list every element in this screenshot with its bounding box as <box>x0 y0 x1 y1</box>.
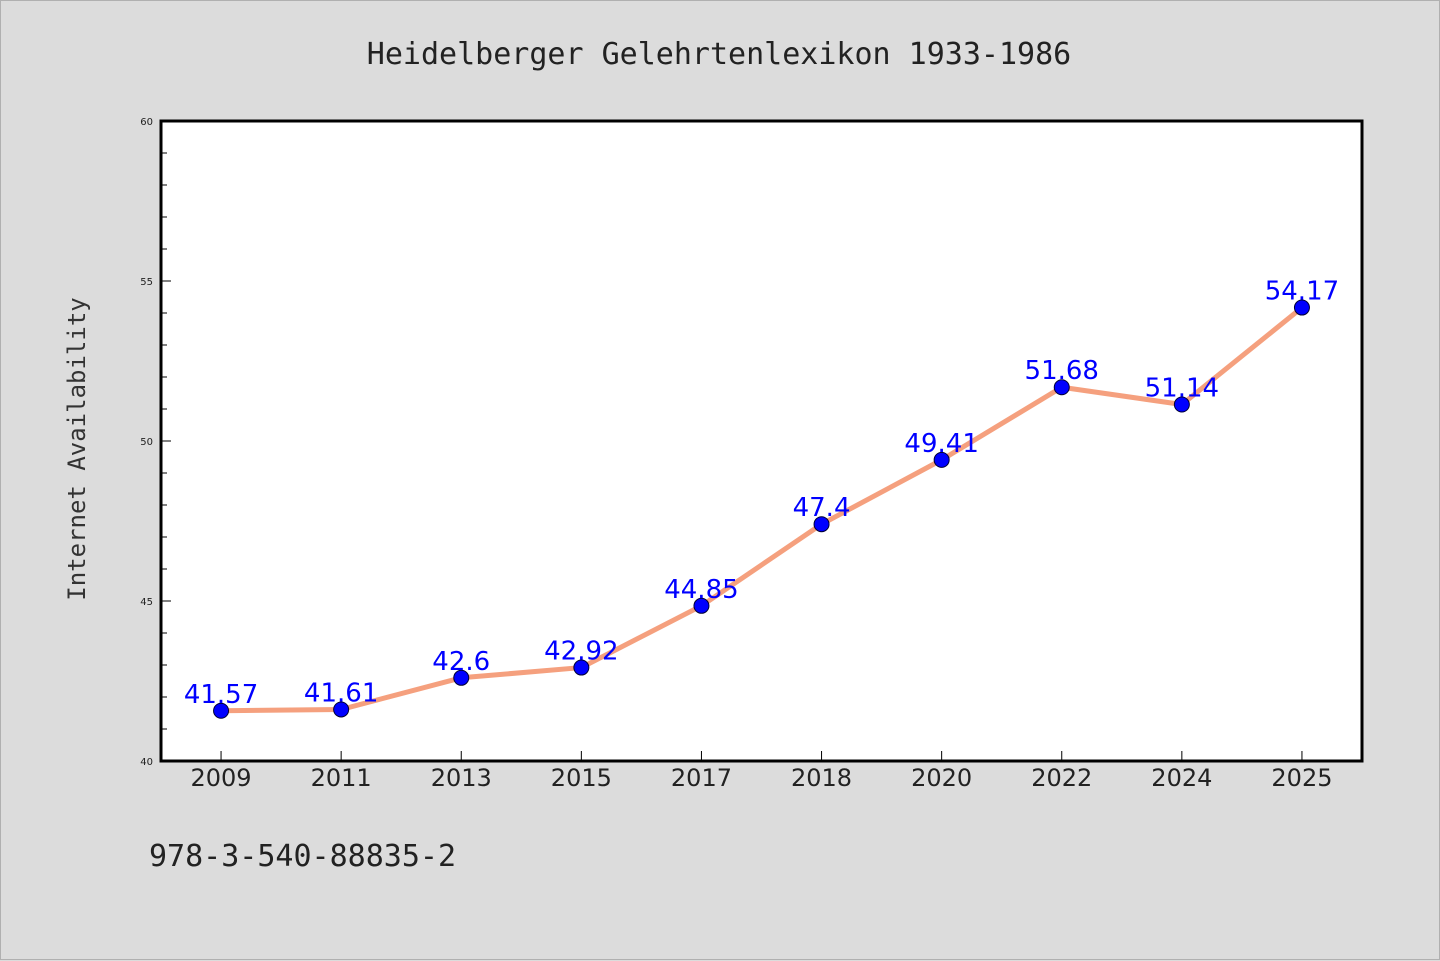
data-label: 42.92 <box>544 637 618 667</box>
data-label: 51.14 <box>1145 374 1219 404</box>
data-point <box>1173 396 1190 413</box>
data-label: 42.6 <box>432 647 490 677</box>
data-label: 47.4 <box>793 493 851 523</box>
data-point <box>693 597 710 614</box>
data-label: 41.57 <box>184 680 258 710</box>
data-points <box>213 299 1310 719</box>
y-tick-label: 60 <box>140 117 153 128</box>
x-tick-label: 2018 <box>791 764 852 792</box>
y-tick-label: 45 <box>140 597 153 608</box>
x-tick-label: 2013 <box>431 764 492 792</box>
series-line <box>221 305 1304 714</box>
data-point <box>1053 379 1070 396</box>
data-labels: 41.57 41.61 42.6 42.92 44.85 47.4 49.41 51.68 51… <box>184 277 1339 710</box>
data-label: 51.68 <box>1025 356 1099 386</box>
x-tick-label: 2011 <box>311 764 372 792</box>
x-tick-label: 2025 <box>1271 764 1332 792</box>
x-tick-label: 2009 <box>191 764 252 792</box>
chart-title: Heidelberger Gelehrtenlexikon 1933-1986 <box>367 37 1071 72</box>
y-axis-ticks: 40 45 50 55 60 <box>140 117 171 768</box>
data-point <box>1293 299 1310 316</box>
series-line-group <box>221 305 1304 714</box>
data-point <box>813 516 830 533</box>
plot-area <box>159 119 1364 763</box>
x-axis-ticks: 2009 2011 2013 2015 2017 2018 2020 2022 2024 2025 <box>191 751 1332 792</box>
y-axis-label: Internet Availability <box>63 297 91 600</box>
data-label: 49.41 <box>904 429 978 459</box>
data-point <box>933 451 950 468</box>
y-tick-label: 40 <box>140 757 153 768</box>
data-point <box>333 701 350 718</box>
y-tick-label: 50 <box>140 437 153 448</box>
y-tick-label: 55 <box>140 277 153 288</box>
x-tick-label: 2020 <box>911 764 972 792</box>
isbn-footnote: 978-3-540-88835-2 <box>149 839 456 874</box>
data-label: 44.85 <box>664 575 738 605</box>
x-tick-label: 2024 <box>1151 764 1212 792</box>
x-tick-label: 2017 <box>671 764 732 792</box>
data-label: 41.61 <box>304 678 378 708</box>
x-tick-label: 2022 <box>1031 764 1092 792</box>
x-tick-label: 2015 <box>551 764 612 792</box>
data-point <box>213 702 230 719</box>
data-point <box>573 659 590 676</box>
data-point <box>453 669 470 686</box>
data-label: 54.17 <box>1265 277 1339 307</box>
